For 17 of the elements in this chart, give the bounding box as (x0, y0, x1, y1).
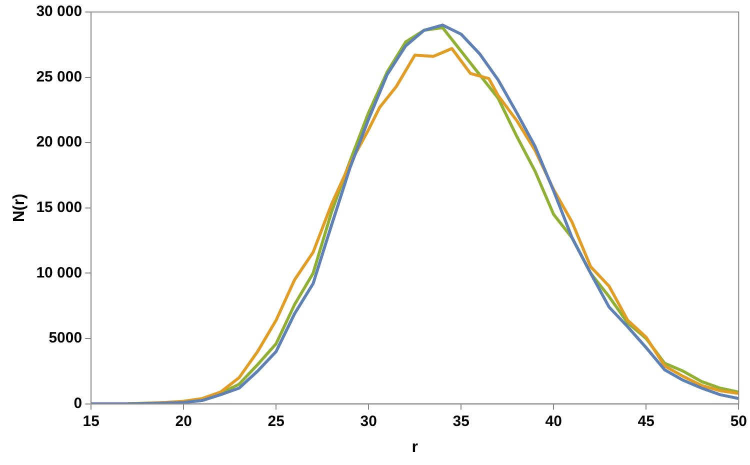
y-axis-title: N(r) (11, 194, 28, 222)
y-tick-label: 15 000 (36, 199, 82, 216)
y-tick-label: 25 000 (36, 68, 82, 86)
x-tick-label: 50 (730, 412, 747, 430)
y-tick-label: 0 (74, 394, 82, 412)
x-tick-label: 15 (82, 412, 100, 430)
y-tick-label: 30 000 (36, 3, 82, 20)
y-tick-label: 20 000 (36, 134, 82, 151)
x-tick-label: 35 (452, 412, 470, 430)
y-tick-label: 10 000 (36, 264, 82, 282)
x-tick-label: 30 (360, 412, 377, 430)
x-axis-title: r (412, 438, 418, 456)
x-tick-label: 45 (638, 412, 654, 430)
x-tick-label: 25 (268, 412, 284, 430)
x-tick-label: 40 (545, 412, 562, 430)
y-tick-label: 5000 (48, 330, 82, 347)
x-tick-label: 20 (175, 412, 192, 430)
